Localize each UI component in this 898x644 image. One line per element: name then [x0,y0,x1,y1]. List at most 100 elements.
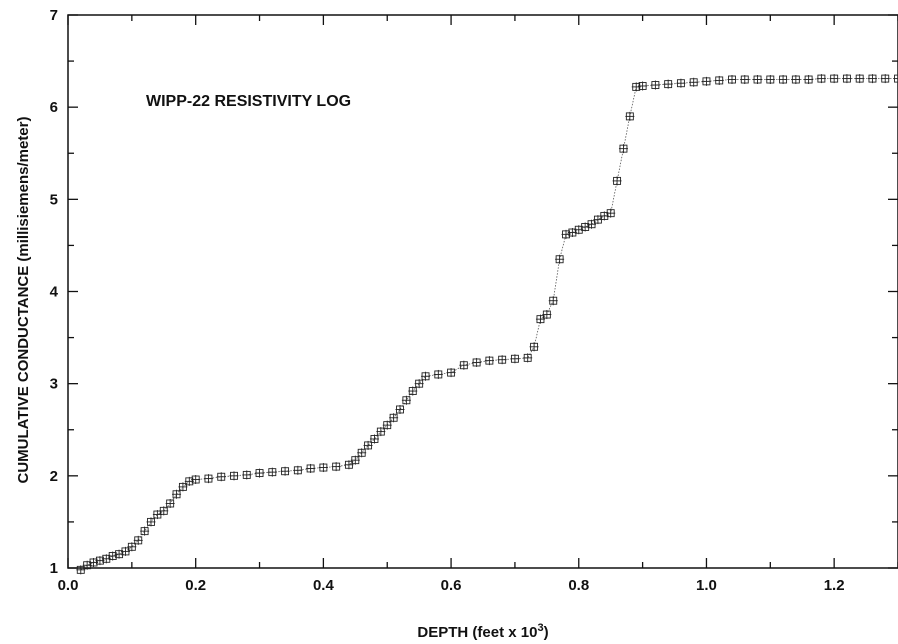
data-point [127,542,137,552]
series-line [80,78,898,571]
data-point [618,144,628,154]
data-point [382,420,392,430]
data-point [855,74,865,84]
data-point [165,498,175,508]
data-point [408,386,418,396]
data-point [676,78,686,88]
data-point [484,356,494,366]
y-axis-title: CUMULATIVE CONDUCTANCE (millisiemens/met… [15,117,32,484]
x-axis-title-exponent: 3 [537,622,543,634]
data-point [523,353,533,363]
data-point [191,475,201,485]
data-point [242,470,252,480]
x-tick-label: 1.0 [696,577,717,594]
data-point [753,75,763,85]
data-point [331,462,341,472]
data-markers [76,74,898,575]
data-point [421,371,431,381]
y-tick-label: 3 [50,376,58,393]
axis-ticks [67,14,898,569]
data-point [842,74,852,84]
data-point [535,314,545,324]
data-point [203,474,213,484]
data-point [459,360,469,370]
data-point [159,506,169,516]
x-axis-title-close: ) [544,624,549,641]
data-point [893,74,898,84]
data-point [376,427,386,437]
data-point [663,79,673,89]
x-tick-label: 0.2 [185,577,206,594]
data-point [89,557,99,567]
data-point [804,75,814,85]
x-axis-title: DEPTH (feet x 103) [417,622,548,641]
x-tick-label: 1.2 [824,577,845,594]
data-point [146,517,156,527]
data-point [714,75,724,85]
data-point [344,460,354,470]
data-point [293,465,303,475]
data-point [880,74,890,84]
data-point [255,468,265,478]
data-point [229,471,239,481]
data-point [829,74,839,84]
data-point [740,75,750,85]
data-point [76,565,86,575]
data-point [587,219,597,229]
data-point [414,379,424,389]
data-point [472,357,482,367]
data-point [140,526,150,536]
data-point [791,75,801,85]
data-point [612,176,622,186]
y-tick-label: 7 [50,7,58,24]
data-point [606,208,616,218]
data-point [216,472,226,482]
x-tick-label: 0.6 [441,577,462,594]
y-tick-label: 6 [50,99,58,116]
data-point [280,466,290,476]
data-point [867,74,877,84]
data-point [357,448,367,458]
x-axis-title-main: DEPTH (feet x 10 [417,624,537,641]
data-point [727,75,737,85]
chart-title: WIPP-22 RESISTIVITY LOG [146,93,351,110]
data-point [765,75,775,85]
data-point [625,111,635,121]
data-point [363,440,373,450]
y-tick-label: 4 [50,284,59,301]
x-tick-label: 0.4 [313,577,335,594]
data-point [395,404,405,414]
data-point [555,254,565,264]
data-point [133,535,143,545]
data-point [529,342,539,352]
data-point [816,74,826,84]
data-point [689,77,699,87]
data-point [548,296,558,306]
data-point [350,455,360,465]
data-point [497,355,507,365]
data-point [318,463,328,473]
data-point [446,368,456,378]
data-point [306,463,316,473]
data-point [778,75,788,85]
y-tick-label: 2 [50,468,58,485]
data-point [172,489,182,499]
data-point [369,434,379,444]
data-point [510,354,520,364]
data-point [178,482,188,492]
data-point [120,546,130,556]
axis-tick-labels: 0.0 0.2 0.4 0.6 0.8 1.0 1.2 1 2 3 4 5 6 7 [50,7,845,594]
data-point [650,80,660,90]
data-point [701,76,711,86]
data-point [638,81,648,91]
data-point [389,413,399,423]
data-point [401,395,411,405]
data-point [542,310,552,320]
y-tick-label: 1 [50,560,58,577]
x-tick-label: 0.8 [568,577,589,594]
y-tick-label: 5 [50,191,58,208]
data-point [267,467,277,477]
data-point [433,369,443,379]
x-tick-label: 0.0 [58,577,79,594]
